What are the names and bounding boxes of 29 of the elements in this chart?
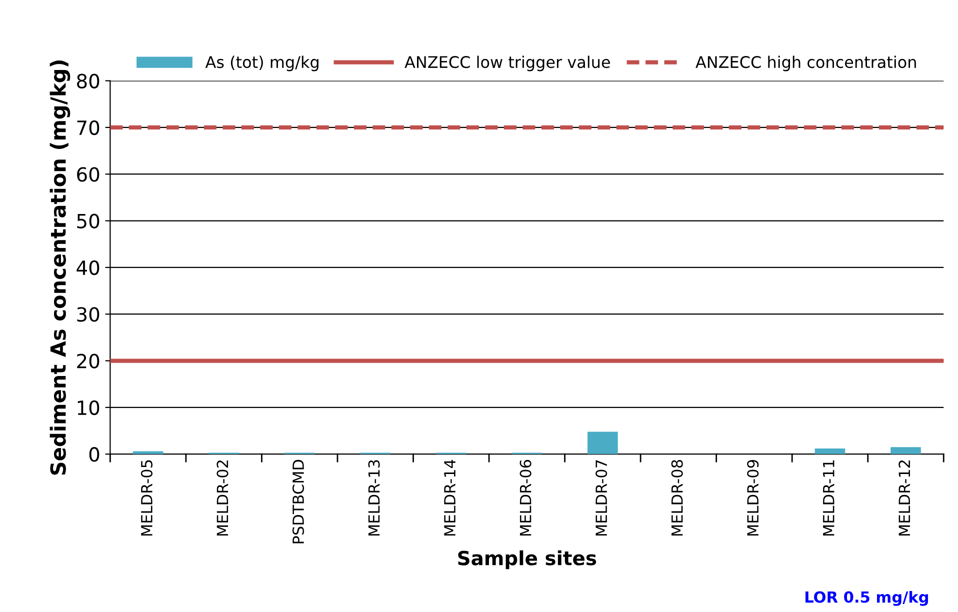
legend-label: ANZECC high concentration xyxy=(696,56,916,72)
y-axis-title: Sediment As concentration (mg/kg) xyxy=(50,60,70,475)
y-tick-label: 70 xyxy=(77,120,100,136)
x-tick-label: MELDR-09 xyxy=(747,460,759,536)
y-tick-label: 20 xyxy=(77,354,100,368)
y-tick-label: 30 xyxy=(77,307,100,322)
bar xyxy=(814,448,846,454)
y-tick-label: 50 xyxy=(77,214,100,228)
x-tick-label: MELDR-13 xyxy=(368,460,380,536)
x-tick-label: MELDR-02 xyxy=(216,460,228,536)
x-tick-label: MELDR-08 xyxy=(671,460,683,536)
bar xyxy=(890,447,921,454)
x-tick-label: MELDR-14 xyxy=(444,460,456,536)
bar xyxy=(588,432,618,454)
legend-label: ANZECC low trigger value xyxy=(404,56,610,72)
x-tick-label: PSDTBCMD xyxy=(292,460,304,544)
x-tick-label: MELDR-11 xyxy=(823,460,834,536)
legend-label: As (tot) mg/kg xyxy=(205,56,318,72)
y-tick-label: 80 xyxy=(77,74,100,88)
x-axis-title: Sample sites xyxy=(458,550,596,570)
x-tick-label: MELDR-05 xyxy=(140,460,152,536)
y-tick-label: 40 xyxy=(76,260,100,276)
y-tick-label: 0 xyxy=(89,447,100,462)
x-tick-label: MELDR-07 xyxy=(596,460,608,536)
y-tick-label: 10 xyxy=(78,400,100,416)
x-tick-label: MELDR-06 xyxy=(520,460,532,536)
x-tick-label: MELDR-12 xyxy=(898,460,910,536)
text: LOR 0.5 mg/kg xyxy=(806,590,928,606)
y-tick-label: 60 xyxy=(77,167,100,182)
